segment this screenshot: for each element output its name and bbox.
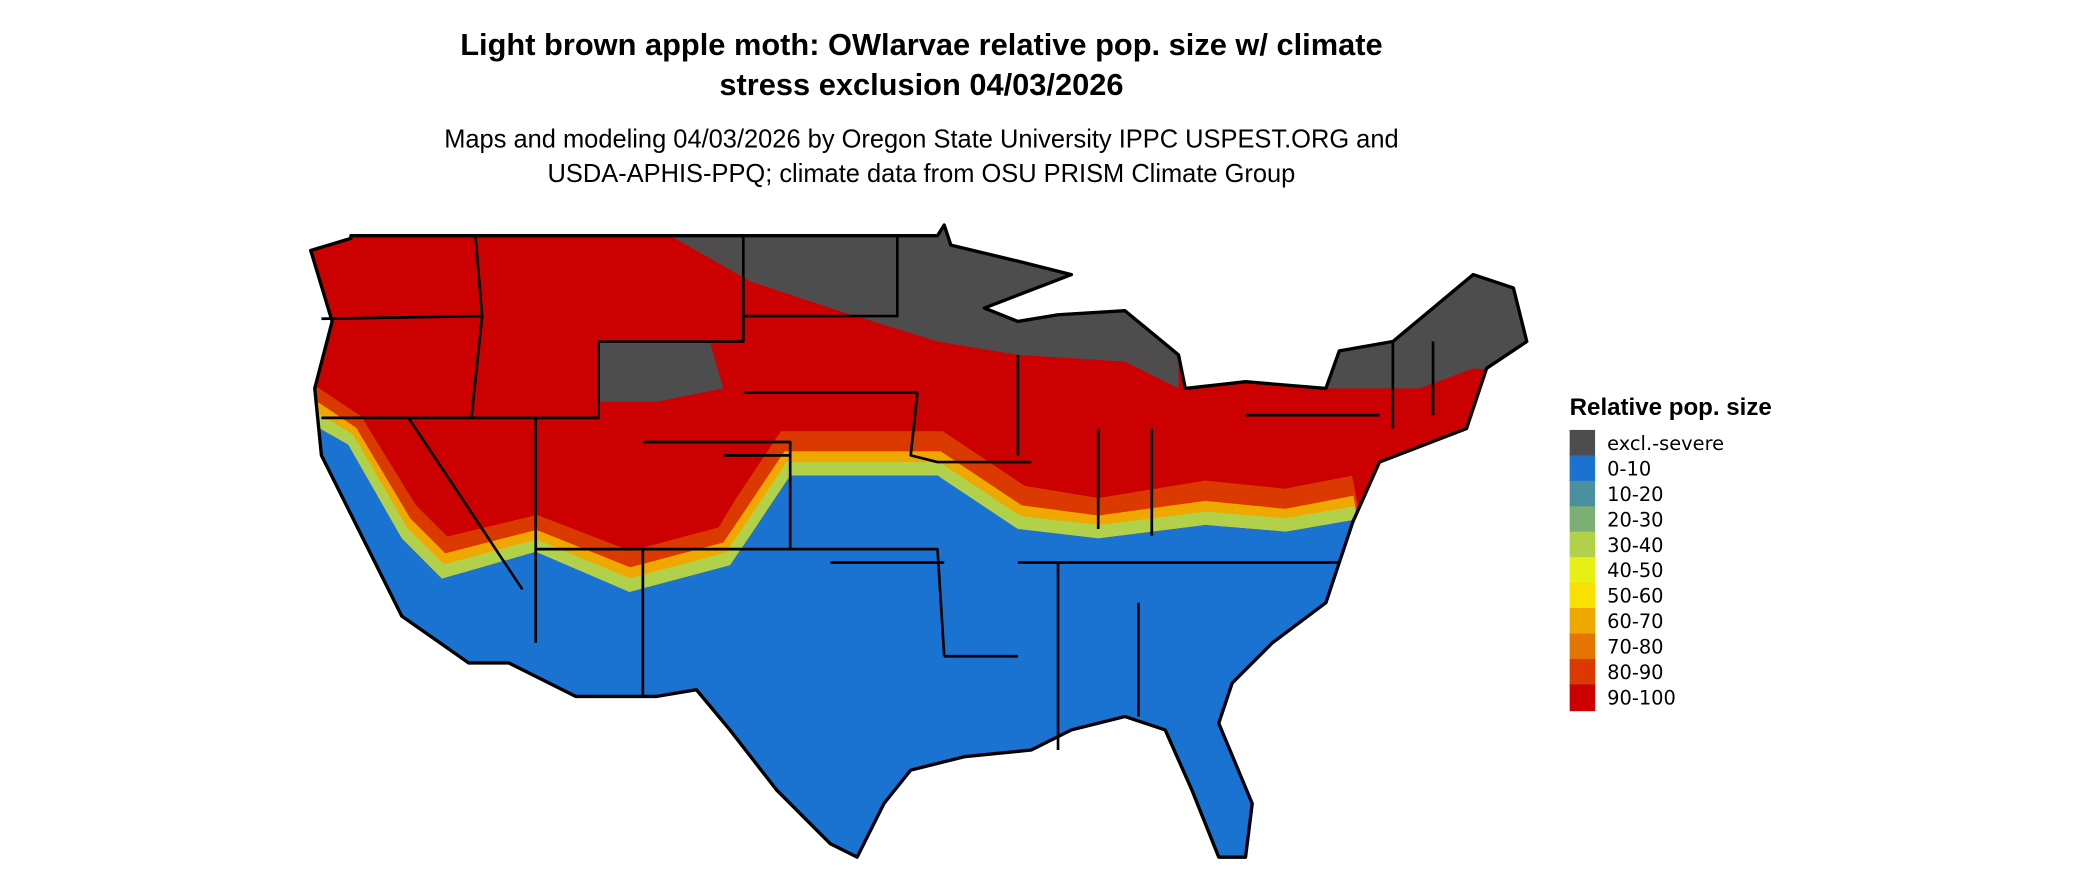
legend-title: Relative pop. size bbox=[1570, 394, 1772, 421]
legend-label: 30-40 bbox=[1607, 534, 1663, 557]
legend-label: 0-10 bbox=[1607, 457, 1651, 480]
legend-item-excl-severe: excl.-severe bbox=[1569, 429, 1724, 457]
title-line-2: stress exclusion 04/03/2026 bbox=[719, 67, 1123, 102]
zone-30-40 bbox=[310, 409, 1357, 593]
legend-swatch bbox=[1569, 506, 1596, 534]
legend-item-20-30: 20-30 bbox=[1569, 506, 1664, 534]
legend-label: 90-100 bbox=[1607, 686, 1676, 709]
legend-swatch bbox=[1569, 480, 1596, 508]
legend-swatch bbox=[1569, 557, 1596, 584]
legend-label: 40-50 bbox=[1607, 559, 1663, 582]
legend-item-30-40: 30-40 bbox=[1569, 531, 1664, 559]
legend-label: 70-80 bbox=[1607, 636, 1663, 659]
legend-swatch bbox=[1569, 633, 1596, 661]
legend-item-40-50: 40-50 bbox=[1569, 557, 1664, 584]
legend-swatch bbox=[1569, 531, 1596, 559]
legend-item-80-90: 80-90 bbox=[1569, 658, 1664, 686]
legend-item-90-100: 90-100 bbox=[1569, 684, 1676, 712]
subtitle-line-1: Maps and modeling 04/03/2026 by Oregon S… bbox=[444, 125, 1398, 153]
legend-swatch bbox=[1569, 608, 1596, 635]
legend: Relative pop. size excl.-severe 0-10 10-… bbox=[1569, 394, 1772, 712]
legend-label: 80-90 bbox=[1607, 661, 1663, 684]
legend-label: 50-60 bbox=[1607, 585, 1663, 608]
legend-label: 20-30 bbox=[1607, 508, 1663, 531]
legend-item-50-60: 50-60 bbox=[1569, 582, 1664, 610]
zone-excluded-wyoming bbox=[598, 341, 724, 402]
legend-item-60-70: 60-70 bbox=[1569, 608, 1664, 635]
legend-swatch bbox=[1569, 429, 1596, 457]
state-borders bbox=[309, 223, 1529, 859]
legend-label: 10-20 bbox=[1607, 483, 1663, 506]
legend-item-70-80: 70-80 bbox=[1569, 633, 1664, 661]
legend-swatch bbox=[1569, 658, 1596, 686]
legend-item-10-20: 10-20 bbox=[1569, 480, 1664, 508]
legend-swatch bbox=[1569, 582, 1596, 610]
title-line-1: Light brown apple moth: OWlarvae relativ… bbox=[460, 27, 1382, 62]
subtitle-line-2: USDA-APHIS-PPQ; climate data from OSU PR… bbox=[548, 160, 1296, 188]
legend-item-0-10: 0-10 bbox=[1569, 455, 1651, 483]
legend-label: excl.-severe bbox=[1607, 432, 1724, 455]
map-raster bbox=[310, 225, 1527, 858]
legend-label: 60-70 bbox=[1607, 610, 1663, 633]
legend-swatch bbox=[1569, 455, 1596, 483]
legend-swatch bbox=[1569, 684, 1596, 712]
